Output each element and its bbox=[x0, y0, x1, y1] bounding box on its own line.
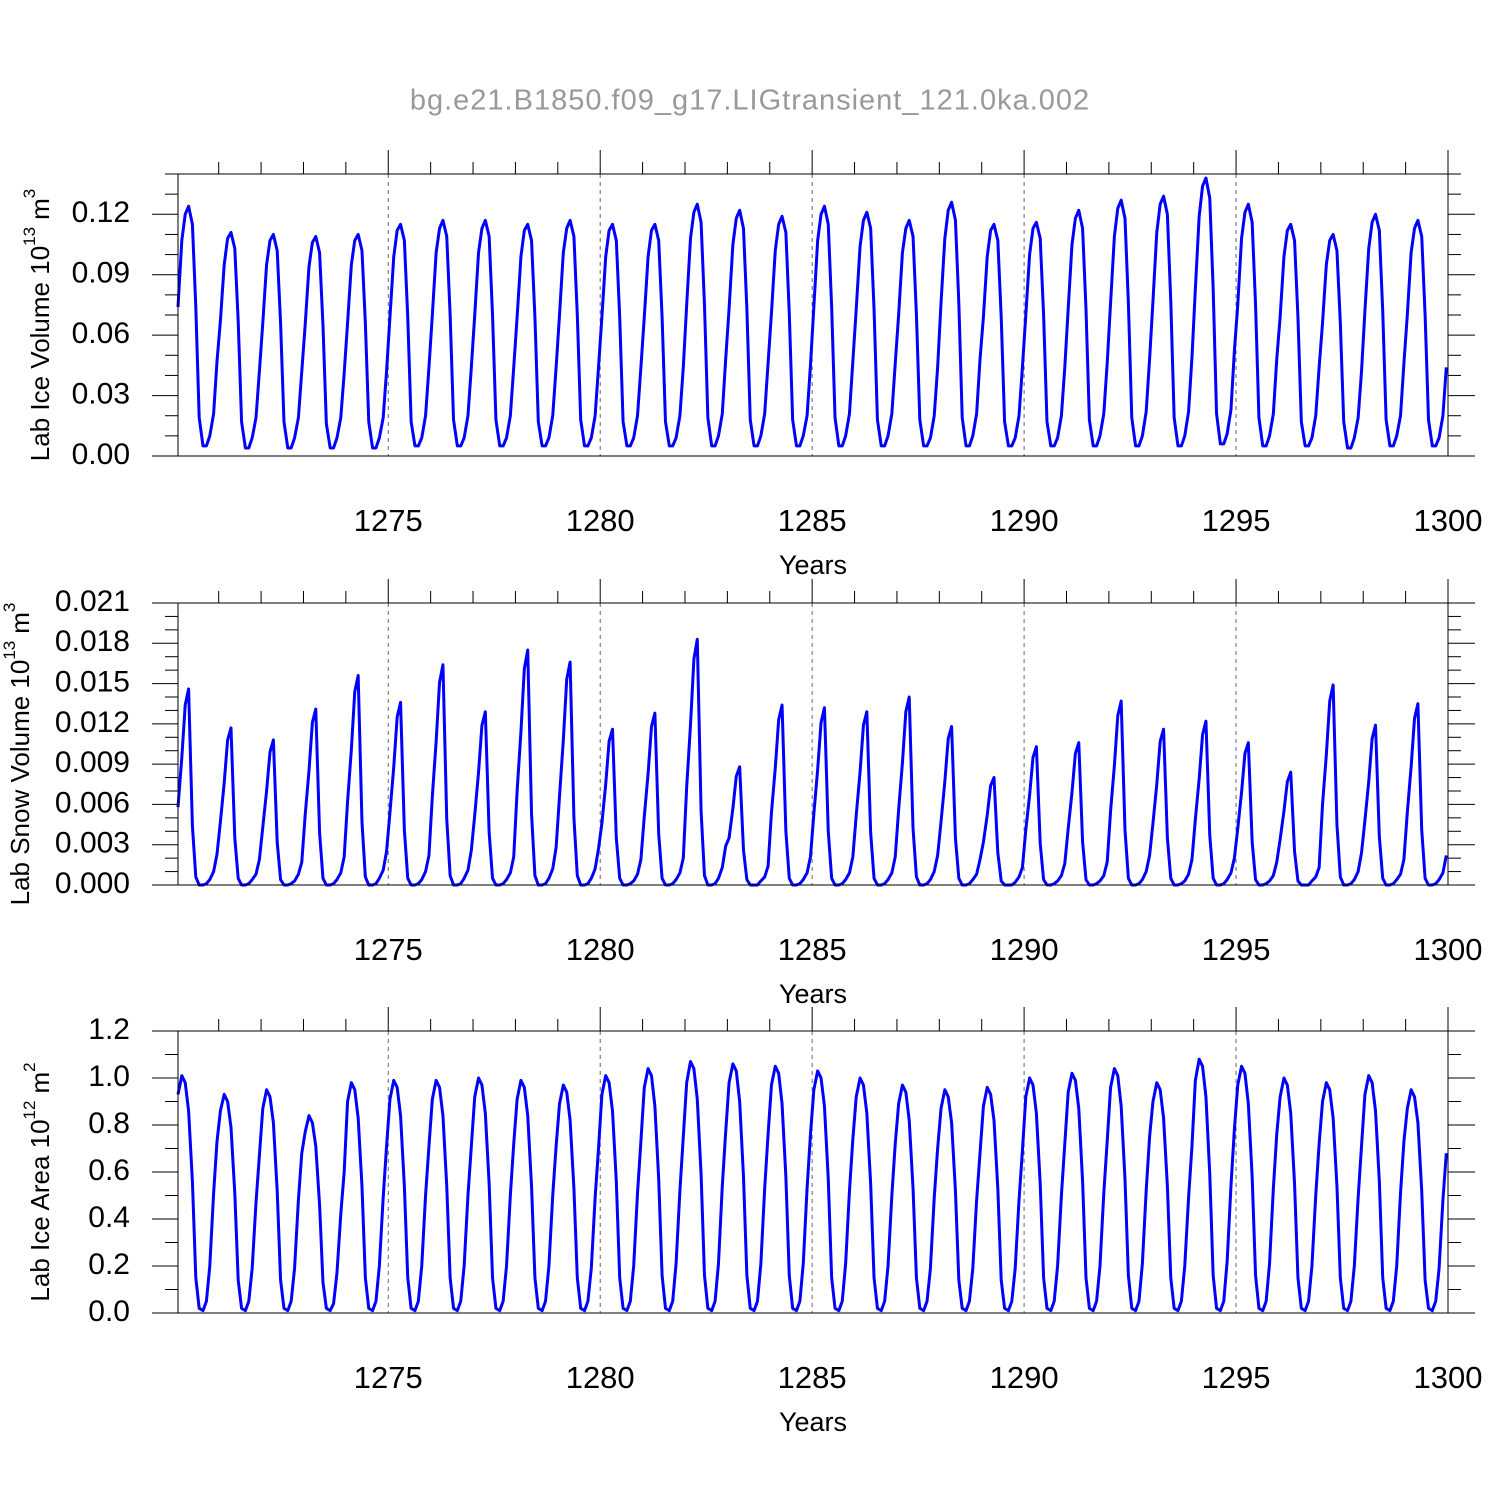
x-tick-label: 1295 bbox=[1202, 932, 1271, 967]
y-axis-title-unit-power: 2 bbox=[20, 1062, 39, 1071]
y-tick-label: 0.06 bbox=[72, 317, 130, 350]
y-axis-title-power: 13 bbox=[20, 227, 39, 246]
x-tick-label: 1275 bbox=[354, 932, 423, 967]
x-tick-label: 1280 bbox=[566, 932, 635, 967]
y-tick-label: 0.2 bbox=[88, 1248, 130, 1281]
x-tick-label: 1290 bbox=[990, 1360, 1059, 1395]
y-tick-label: 0.000 bbox=[55, 867, 130, 900]
y-axis-title-unit: m bbox=[5, 612, 35, 634]
x-tick-label: 1300 bbox=[1414, 1360, 1483, 1395]
y-tick-label: 0.006 bbox=[55, 786, 130, 819]
y-tick-label: 0.003 bbox=[55, 827, 130, 860]
y-axis-title: Lab Ice Volume 1013 m3 bbox=[20, 189, 54, 461]
x-tick-label: 1280 bbox=[566, 1360, 635, 1395]
x-axis-title: Years bbox=[779, 979, 847, 1009]
y-axis-title-unit: m bbox=[25, 1072, 55, 1094]
y-tick-label: 0.6 bbox=[88, 1154, 130, 1187]
y-axis-title: Lab Snow Volume 1013 m3 bbox=[0, 603, 34, 906]
y-tick-label: 0.00 bbox=[72, 438, 130, 471]
x-tick-label: 1285 bbox=[778, 932, 847, 967]
y-tick-label: 0.12 bbox=[72, 196, 130, 229]
y-tick-label: 0.018 bbox=[55, 625, 130, 658]
y-tick-label: 0.012 bbox=[55, 706, 130, 739]
x-tick-label: 1285 bbox=[778, 503, 847, 538]
y-tick-label: 0.4 bbox=[88, 1201, 130, 1234]
figure-title: bg.e21.B1850.f09_g17.LIGtransient_121.0k… bbox=[410, 85, 1090, 117]
y-axis-title-power: 13 bbox=[0, 641, 19, 660]
y-axis-title-unit: m bbox=[25, 198, 55, 220]
y-axis-title-text: Lab Ice Volume 10 bbox=[25, 246, 55, 461]
x-tick-label: 1295 bbox=[1202, 1360, 1271, 1395]
plot-frame bbox=[177, 602, 1449, 886]
panel: 1275 1280 1285 1290 1295 1300 Years 0.0 0.2 0.4 0.… bbox=[20, 1007, 1482, 1437]
x-tick-label: 1275 bbox=[354, 1360, 423, 1395]
y-tick-label: 0.09 bbox=[72, 257, 130, 290]
y-tick-label: 0.009 bbox=[55, 746, 130, 779]
y-tick-label: 0.0 bbox=[88, 1295, 130, 1328]
x-axis-title: Years bbox=[779, 550, 847, 580]
x-tick-label: 1295 bbox=[1202, 503, 1271, 538]
data-line bbox=[176, 1057, 1448, 1313]
x-tick-label: 1285 bbox=[778, 1360, 847, 1395]
y-tick-label: 0.03 bbox=[72, 377, 130, 410]
y-tick-label: 0.021 bbox=[55, 585, 130, 618]
y-axis-title: Lab Ice Area 1012 m2 bbox=[20, 1062, 54, 1301]
x-axis-title: Years bbox=[779, 1407, 847, 1437]
x-tick-label: 1300 bbox=[1414, 503, 1483, 538]
y-tick-label: 0.015 bbox=[55, 665, 130, 698]
y-tick-label: 0.8 bbox=[88, 1107, 130, 1140]
y-tick-label: 1.0 bbox=[88, 1060, 130, 1093]
y-axis-title-unit-power: 3 bbox=[0, 603, 19, 612]
x-tick-label: 1275 bbox=[354, 503, 423, 538]
panel: 1275 1280 1285 1290 1295 1300 Years 0.000 0.003 0… bbox=[0, 579, 1482, 1009]
y-axis-title-power: 12 bbox=[20, 1101, 39, 1120]
x-tick-label: 1290 bbox=[990, 503, 1059, 538]
y-axis-title-text: Lab Snow Volume 10 bbox=[5, 660, 35, 906]
x-tick-label: 1300 bbox=[1414, 932, 1483, 967]
y-axis-title-text: Lab Ice Area 10 bbox=[25, 1119, 55, 1301]
data-line bbox=[176, 176, 1448, 450]
panel: 1275 1280 1285 1290 1295 1300 Years 0.00 0.03 0.0… bbox=[20, 150, 1482, 580]
data-line bbox=[176, 637, 1448, 887]
y-axis-title-unit-power: 3 bbox=[20, 189, 39, 198]
y-tick-label: 1.2 bbox=[88, 1013, 130, 1046]
x-tick-label: 1290 bbox=[990, 932, 1059, 967]
x-tick-label: 1280 bbox=[566, 503, 635, 538]
